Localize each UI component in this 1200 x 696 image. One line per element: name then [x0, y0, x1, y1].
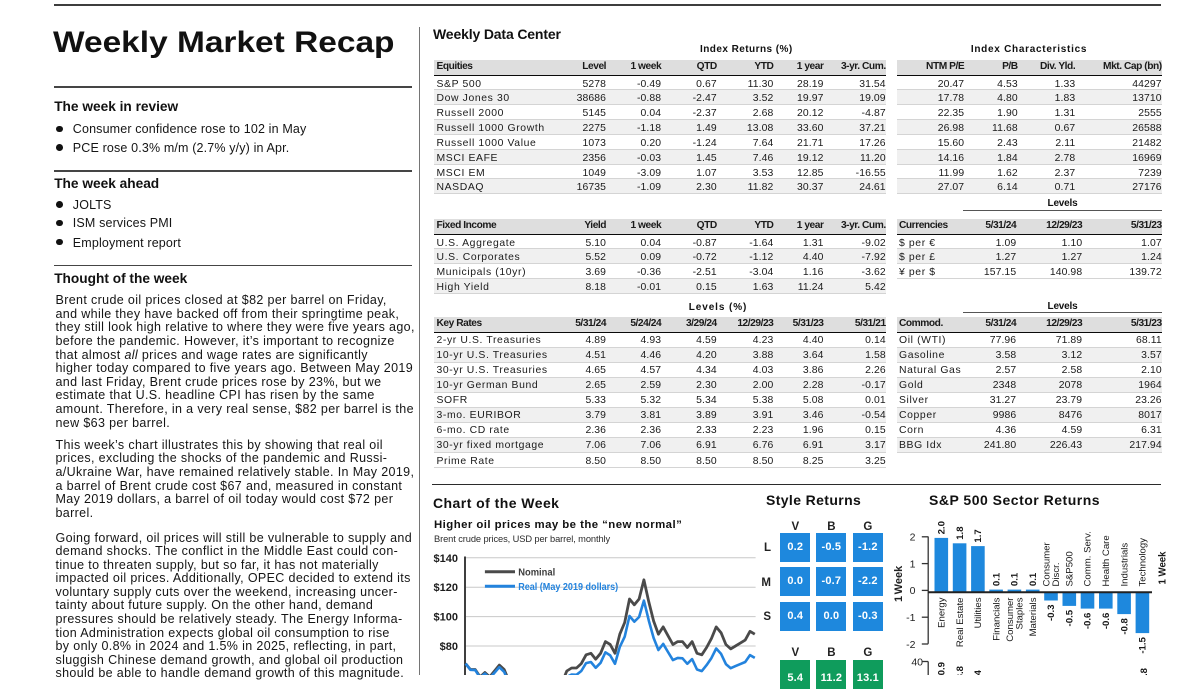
- svg-text:1: 1: [910, 558, 916, 570]
- svg-text:Real Estate: Real Estate: [955, 598, 966, 648]
- svg-text:-1.5: -1.5: [1138, 636, 1149, 653]
- svg-text:Discr.: Discr.: [1051, 563, 1062, 587]
- svg-text:1 Week: 1 Week: [1157, 551, 1169, 584]
- svg-text:11.4: 11.4: [973, 669, 984, 675]
- svg-text:2.0: 2.0: [937, 521, 948, 534]
- svg-text:0.1: 0.1: [1010, 572, 1021, 586]
- svg-text:40: 40: [911, 656, 923, 668]
- svg-text:1.7: 1.7: [973, 529, 984, 542]
- svg-text:Health Care: Health Care: [1101, 535, 1112, 586]
- svg-text:Staples: Staples: [1014, 597, 1025, 629]
- svg-text:S&P500: S&P500: [1065, 551, 1076, 586]
- svg-text:Consumer: Consumer: [1042, 541, 1053, 586]
- svg-text:0.1: 0.1: [1028, 572, 1039, 586]
- svg-text:-0.8: -0.8: [1119, 617, 1130, 634]
- svg-text:17.8: 17.8: [1139, 667, 1150, 675]
- svg-text:1.8: 1.8: [955, 526, 966, 540]
- svg-text:0.1: 0.1: [991, 572, 1002, 586]
- svg-text:0: 0: [910, 585, 916, 597]
- svg-text:10.9: 10.9: [937, 662, 948, 675]
- svg-text:Utilities: Utilities: [973, 597, 984, 628]
- svg-text:Comm. Serv.: Comm. Serv.: [1083, 531, 1094, 586]
- svg-text:Nominal: Nominal: [518, 568, 555, 579]
- svg-text:$100: $100: [434, 612, 458, 624]
- svg-text:Consumer: Consumer: [1005, 597, 1016, 642]
- svg-text:-0.6: -0.6: [1101, 613, 1112, 630]
- svg-text:Real (May 2019 dollars): Real (May 2019 dollars): [518, 582, 618, 593]
- svg-text:Financials: Financials: [991, 597, 1002, 640]
- svg-text:-1: -1: [906, 612, 915, 624]
- svg-text:$120: $120: [434, 582, 458, 594]
- svg-text:-0.6: -0.6: [1083, 613, 1094, 630]
- svg-text:-0.3: -0.3: [1046, 605, 1057, 622]
- svg-text:-2: -2: [906, 639, 915, 651]
- svg-text:2: 2: [910, 532, 916, 544]
- svg-text:Materials: Materials: [1028, 597, 1039, 636]
- svg-text:Industrials: Industrials: [1119, 543, 1130, 587]
- svg-text:$80: $80: [440, 641, 458, 653]
- svg-text:Technology: Technology: [1138, 538, 1149, 587]
- svg-text:8.8: 8.8: [955, 665, 966, 675]
- svg-text:-0.5: -0.5: [1065, 609, 1076, 626]
- svg-text:$140: $140: [434, 553, 458, 565]
- svg-text:Energy: Energy: [937, 597, 948, 628]
